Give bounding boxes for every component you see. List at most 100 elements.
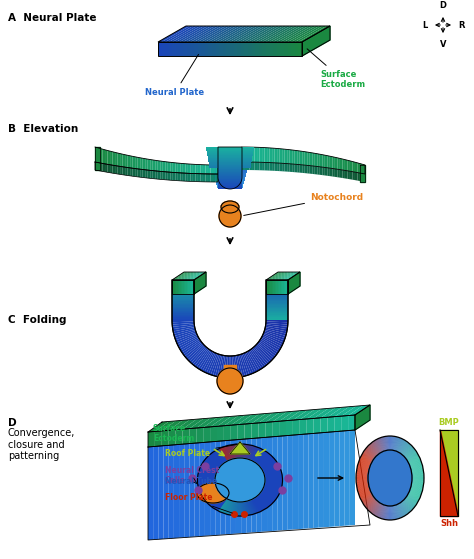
Polygon shape	[172, 318, 194, 319]
Polygon shape	[253, 449, 263, 462]
Polygon shape	[410, 461, 421, 467]
Polygon shape	[334, 432, 339, 527]
Polygon shape	[282, 163, 285, 172]
Polygon shape	[357, 486, 369, 490]
Polygon shape	[288, 435, 293, 530]
Polygon shape	[245, 445, 249, 458]
Polygon shape	[123, 167, 125, 175]
Polygon shape	[190, 418, 210, 429]
Polygon shape	[175, 429, 182, 445]
Polygon shape	[179, 337, 199, 349]
Polygon shape	[365, 497, 374, 507]
Polygon shape	[262, 463, 278, 470]
Polygon shape	[173, 163, 175, 173]
Polygon shape	[401, 442, 408, 454]
Polygon shape	[357, 468, 369, 472]
Polygon shape	[213, 172, 247, 173]
Polygon shape	[269, 272, 283, 280]
Polygon shape	[370, 444, 377, 456]
Polygon shape	[358, 463, 369, 469]
Polygon shape	[98, 163, 100, 171]
Polygon shape	[210, 167, 251, 168]
Polygon shape	[258, 454, 270, 465]
Polygon shape	[410, 490, 420, 497]
Polygon shape	[223, 26, 255, 42]
Polygon shape	[388, 436, 389, 450]
Polygon shape	[198, 164, 201, 174]
Polygon shape	[265, 476, 282, 478]
Polygon shape	[214, 174, 246, 176]
Polygon shape	[325, 168, 328, 176]
Polygon shape	[275, 280, 276, 294]
Polygon shape	[259, 456, 272, 466]
Polygon shape	[207, 494, 221, 503]
Polygon shape	[209, 158, 251, 159]
Polygon shape	[251, 500, 258, 513]
Polygon shape	[402, 443, 409, 455]
Polygon shape	[155, 160, 158, 171]
Polygon shape	[261, 492, 275, 500]
Polygon shape	[399, 503, 405, 516]
Polygon shape	[265, 482, 282, 485]
Polygon shape	[265, 324, 288, 329]
Polygon shape	[219, 448, 228, 461]
Polygon shape	[204, 491, 219, 499]
Polygon shape	[245, 414, 266, 424]
Polygon shape	[403, 500, 411, 511]
Polygon shape	[172, 295, 194, 296]
Polygon shape	[100, 163, 102, 172]
Polygon shape	[359, 490, 370, 497]
Polygon shape	[328, 168, 330, 176]
Polygon shape	[211, 496, 223, 507]
Polygon shape	[378, 438, 383, 452]
Polygon shape	[258, 456, 271, 465]
Polygon shape	[242, 147, 245, 162]
Polygon shape	[237, 414, 259, 425]
Polygon shape	[173, 324, 194, 329]
Polygon shape	[330, 168, 332, 177]
Polygon shape	[270, 26, 301, 42]
Polygon shape	[173, 326, 195, 331]
Polygon shape	[266, 316, 288, 318]
Polygon shape	[209, 155, 252, 157]
Polygon shape	[203, 490, 218, 498]
Polygon shape	[210, 495, 222, 505]
Polygon shape	[406, 497, 415, 507]
Text: B  Elevation: B Elevation	[8, 124, 78, 134]
Polygon shape	[393, 506, 395, 520]
Polygon shape	[376, 504, 382, 517]
Polygon shape	[307, 418, 314, 434]
Polygon shape	[231, 501, 235, 515]
Polygon shape	[392, 506, 393, 520]
Polygon shape	[223, 500, 230, 513]
Text: Neural Crest
Cells: Neural Crest Cells	[165, 466, 219, 485]
Polygon shape	[201, 465, 218, 471]
Polygon shape	[410, 459, 421, 466]
Polygon shape	[199, 350, 211, 370]
Polygon shape	[262, 148, 264, 163]
Polygon shape	[364, 496, 374, 505]
Ellipse shape	[368, 450, 412, 506]
Polygon shape	[180, 163, 183, 173]
Polygon shape	[245, 501, 249, 515]
Polygon shape	[224, 356, 228, 378]
Ellipse shape	[197, 483, 229, 503]
Polygon shape	[359, 489, 370, 496]
Polygon shape	[337, 169, 340, 178]
Polygon shape	[398, 438, 402, 452]
Polygon shape	[295, 42, 299, 56]
Polygon shape	[403, 444, 410, 456]
Polygon shape	[160, 161, 163, 172]
Polygon shape	[218, 174, 242, 175]
Polygon shape	[412, 480, 424, 482]
Polygon shape	[218, 179, 242, 180]
Polygon shape	[286, 420, 293, 435]
Polygon shape	[398, 439, 403, 452]
Polygon shape	[390, 506, 391, 520]
Polygon shape	[233, 444, 237, 458]
Polygon shape	[217, 450, 227, 462]
Polygon shape	[173, 42, 176, 56]
Polygon shape	[206, 149, 254, 150]
Polygon shape	[235, 444, 237, 458]
Text: V: V	[440, 40, 446, 49]
